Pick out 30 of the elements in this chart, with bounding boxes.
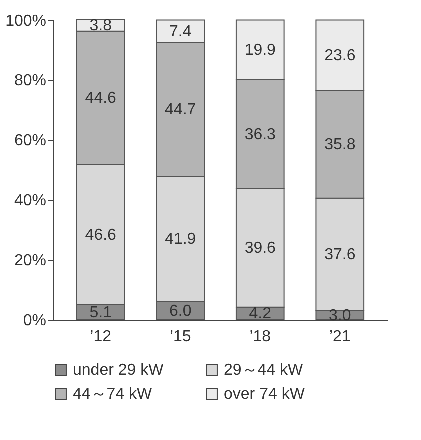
legend-label: over 74 kW xyxy=(224,386,306,403)
y-tick-label: 80% xyxy=(14,72,46,90)
data-label: 46.6 xyxy=(85,226,117,244)
data-label: 3.0 xyxy=(329,308,352,325)
data-label: 44.7 xyxy=(165,101,196,118)
data-label: 23.6 xyxy=(324,48,356,65)
y-tick-label: 0% xyxy=(23,312,46,330)
data-label: 7.4 xyxy=(169,23,192,40)
legend-label: 29～44 kW xyxy=(224,362,304,379)
x-tick-label: ’12 xyxy=(90,328,112,346)
data-label: 36.3 xyxy=(244,126,276,144)
y-tick-label: 60% xyxy=(14,132,46,150)
data-label: 3.8 xyxy=(90,18,112,35)
y-tick-label: 40% xyxy=(14,192,46,210)
x-tick-label: ’21 xyxy=(329,328,351,346)
data-label: 19.9 xyxy=(244,42,276,60)
data-label: 4.2 xyxy=(249,306,272,323)
data-label: 39.6 xyxy=(244,240,276,258)
data-label: 37.6 xyxy=(324,246,356,264)
data-label: 5.1 xyxy=(90,304,112,322)
data-label: 41.9 xyxy=(165,231,196,248)
x-tick-label: ’15 xyxy=(170,328,192,346)
y-tick-label: 20% xyxy=(14,252,46,270)
data-label: 6.0 xyxy=(169,303,192,320)
y-tick-label: 100% xyxy=(6,12,46,30)
legend-label: under 29 kW xyxy=(73,362,165,379)
data-label: 44.6 xyxy=(85,90,117,108)
data-label: 35.8 xyxy=(324,136,356,154)
x-tick-label: ’18 xyxy=(250,328,272,346)
legend-label: 44～74 kW xyxy=(73,386,154,403)
